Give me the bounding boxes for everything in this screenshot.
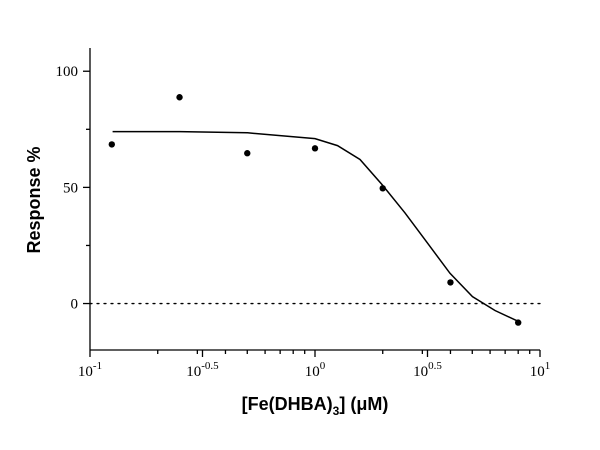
x-tick-label: 10-0.5	[186, 360, 219, 380]
x-tick-exponent: -1	[93, 360, 102, 372]
y-tick-label: 100	[56, 64, 79, 80]
x-title-sub: 3	[333, 404, 340, 418]
x-tick-base: 10	[78, 364, 93, 380]
x-tick-exponent: 0.5	[428, 360, 442, 372]
x-tick-base: 10	[530, 364, 545, 380]
x-axis-title: [Fe(DHBA)3] (μM)	[242, 394, 389, 418]
data-point	[108, 141, 116, 148]
data-point	[447, 279, 454, 286]
data-point	[311, 145, 319, 152]
x-tick-exponent: 0	[320, 360, 326, 372]
y-axis-title: Response %	[24, 146, 44, 253]
x-title-part: ] (μM)	[339, 394, 388, 414]
x-tick-label: 100	[305, 360, 326, 380]
x-tick-label: 100.5	[413, 360, 442, 380]
fit-curve	[112, 130, 521, 323]
x-title-part: [Fe(DHBA)	[242, 394, 333, 414]
x-tick-base: 10	[305, 364, 320, 380]
x-tick-exponent: -0.5	[201, 360, 219, 372]
x-tick-exponent: 1	[545, 360, 551, 372]
y-tick-label: 0	[71, 297, 79, 313]
x-tick-label: 101	[530, 360, 551, 380]
data-point	[176, 94, 183, 101]
x-tick-base: 10	[413, 364, 428, 380]
x-tick-label: 10-1	[78, 360, 102, 380]
x-tick-base: 10	[186, 364, 201, 380]
y-tick-label: 50	[63, 180, 78, 196]
data-point	[244, 150, 251, 157]
